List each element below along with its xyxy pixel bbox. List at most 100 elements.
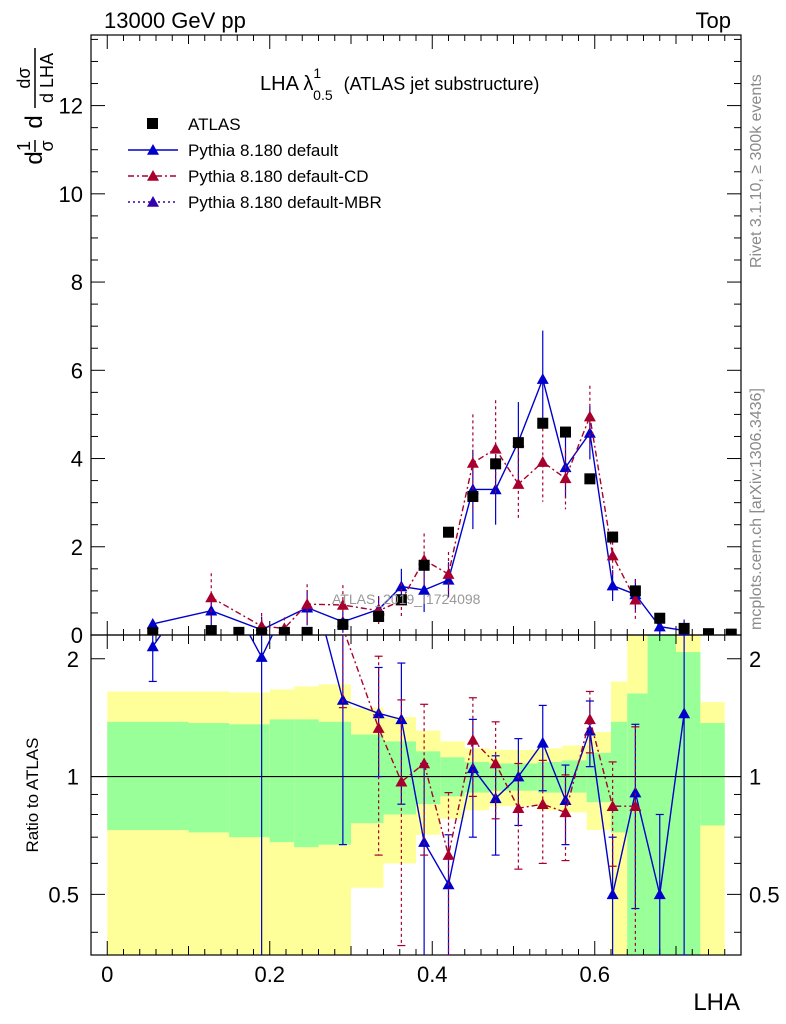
series-point: [489, 442, 502, 454]
y-label-f1-den: σ: [37, 140, 57, 151]
ratio-point: [146, 640, 159, 652]
ratio-tick-label-left: 1: [67, 765, 79, 790]
legend-entry: Pythia 8.180 default-MBR: [128, 193, 382, 212]
ratio-tick-label-right: 0.5: [749, 882, 780, 907]
x-tick-label: 0.4: [417, 962, 448, 987]
ratio-point: [255, 651, 268, 662]
data-point: [301, 626, 313, 635]
ratio-point: [442, 849, 455, 860]
series-point: [606, 549, 619, 561]
data-point: [560, 426, 571, 438]
ratio-tick-label-left: 2: [67, 647, 79, 672]
ratio-point: [489, 757, 502, 769]
legend-label: ATLAS: [188, 115, 241, 134]
ratio-point: [536, 798, 549, 809]
title-suffix: (ATLAS jet substructure): [339, 74, 540, 94]
ratio-point: [678, 707, 691, 719]
y-tick-label: 0: [71, 623, 83, 648]
x-tick-label: 0: [101, 962, 113, 987]
y-tick-label: 6: [71, 358, 83, 383]
data-point: [278, 626, 290, 635]
data-point: [678, 622, 690, 634]
data-point: [467, 490, 479, 502]
ratio-point: [466, 762, 479, 774]
data-point: [395, 594, 407, 606]
series-point: [466, 456, 479, 468]
ratio-tick-label-right: 2: [749, 647, 761, 672]
band-green: [383, 741, 416, 815]
band-green: [107, 721, 189, 831]
series-point: [536, 373, 549, 384]
axis-ticks: [91, 35, 742, 955]
data-point: [725, 628, 737, 635]
ratio-point: [372, 722, 385, 733]
series-point: [583, 410, 596, 422]
chart-series: [146, 330, 737, 955]
y-label-f2-num: dσ: [14, 67, 34, 88]
legend-marker-triangle: [147, 144, 159, 155]
x-axis-label: LHA: [693, 989, 740, 1016]
band-green: [700, 723, 725, 826]
data-point: [418, 559, 430, 571]
chart-title: LHA λ1 0.5 (ATLAS jet substructure): [260, 65, 539, 103]
ratio-point: [606, 888, 619, 900]
data-point: [337, 618, 349, 630]
series-point: [336, 599, 349, 610]
data-point: [537, 417, 549, 429]
legend-entry: Pythia 8.180 default-CD: [128, 167, 369, 186]
ratio-point: [559, 806, 572, 818]
ratio-axis-label: Ratio to ATLAS: [23, 738, 42, 853]
ratio-point: [418, 836, 431, 847]
ratio-tick-label-right: 1: [749, 765, 761, 790]
data-point: [256, 627, 268, 635]
series-point: [583, 426, 596, 438]
title-sub: 0.5: [313, 87, 333, 103]
x-tick-label: 0.2: [254, 962, 285, 987]
data-point: [205, 625, 217, 635]
series-point: [205, 591, 218, 603]
legend-marker-triangle: [147, 170, 159, 181]
header-right: Top: [695, 8, 731, 33]
ratio-panel-series: [146, 635, 691, 955]
band-green: [269, 719, 295, 843]
legend-label: Pythia 8.180 default-CD: [188, 167, 369, 186]
data-point: [607, 531, 619, 543]
legend-marker-triangle: [147, 196, 159, 207]
band-green: [627, 693, 648, 955]
ratio-point: [336, 693, 349, 705]
series-point: [629, 593, 642, 605]
legend-label: Pythia 8.180 default: [188, 141, 339, 160]
series-point: [653, 620, 666, 632]
y-label-f2-den: d LHA: [37, 53, 57, 103]
title-main: LHA λ: [260, 73, 313, 95]
ratio-point: [606, 800, 619, 812]
ratio-point: [489, 792, 502, 804]
legend-label: Pythia 8.180 default-MBR: [188, 193, 382, 212]
ratio-point: [583, 713, 596, 725]
data-point: [443, 526, 454, 538]
series-point: [489, 483, 502, 495]
header-left: 13000 GeV pp: [104, 8, 246, 33]
legend-entry: ATLAS: [147, 115, 241, 134]
data-point: [147, 627, 159, 635]
series-point: [146, 617, 159, 629]
band-green: [294, 719, 319, 848]
y-label-f1-num: 1: [14, 141, 34, 151]
data-point: [373, 610, 385, 622]
data-point: [654, 612, 666, 624]
data-point: [233, 626, 245, 635]
ratio-point: [653, 888, 666, 900]
y-tick-label: 10: [59, 182, 83, 207]
ratio-point: [536, 736, 549, 748]
ratio-point: [418, 757, 431, 769]
legend: ATLAS Pythia 8.180 default Pythia 8.180 de…: [128, 115, 382, 212]
uncertainty-bands: [107, 635, 725, 955]
ratio-point: [395, 775, 408, 787]
ratio-point: [629, 786, 642, 798]
series-point: [559, 472, 572, 484]
data-point: [629, 585, 641, 597]
y-tick-label: 4: [71, 447, 83, 472]
